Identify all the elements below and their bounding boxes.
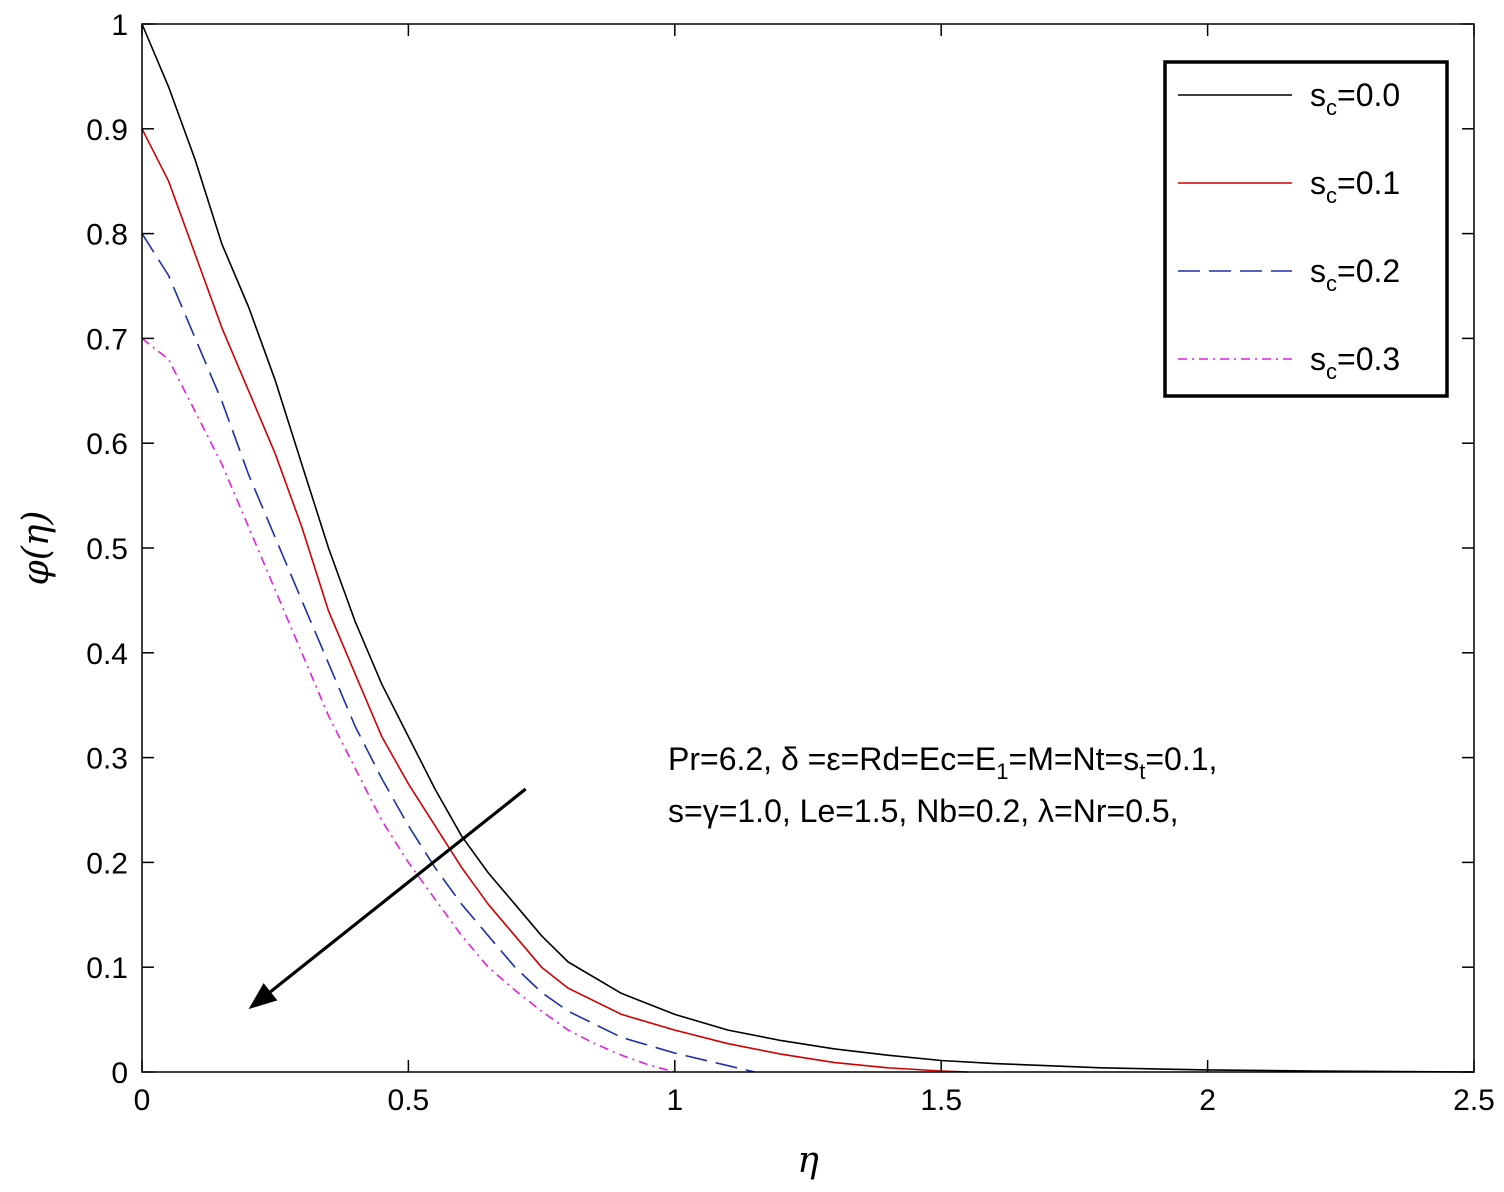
y-tick-label: 0.9 [86,114,128,147]
y-tick-label: 0.5 [86,533,128,566]
legend-label: sc=0.2 [1310,253,1400,296]
y-tick-label: 1 [111,9,128,42]
arrow [248,787,527,1010]
tick-labels-layer: 0 0.5 1 1.5 2 2.5 0 0.1 0.2 0.3 0.4 0.5 0.6 0.7 0.8 0.9… [86,9,1495,1117]
annotation-line: s=γ=1.0, Le=1.5, Nb=0.2, λ=Nr=0.5, [668,793,1179,829]
y-tick-label: 0.3 [86,743,128,776]
legend-label: sc=0.3 [1310,341,1400,384]
plot-frame [141,23,1475,1073]
annotation: Pr=6.2, δ =ε=Rd=Ec=E1=M=Nt=st=0.1, s=γ=1.… [668,741,1217,829]
y-tick-label: 0.7 [86,323,128,356]
series-line-1 [141,23,1475,1073]
legend-box [1163,60,1449,398]
arrow-shaft [269,787,527,993]
legend-label: sc=0.0 [1310,77,1400,120]
x-tick-label: 2.5 [1453,1084,1495,1117]
series-layer [141,23,1475,1073]
y-tick-label: 0.4 [86,638,128,671]
y-tick-label: 0 [111,1057,128,1090]
y-axis-label: φ(η) [16,511,57,586]
legend-label: sc=0.1 [1310,165,1400,208]
x-tick-label: 1 [666,1084,683,1117]
x-axis-label: η [797,1140,819,1181]
y-tick-label: 0.2 [86,847,128,880]
x-tick-label: 0.5 [388,1084,430,1117]
y-tick-label: 0.1 [86,952,128,985]
annotation-line: Pr=6.2, δ =ε=Rd=Ec=E1=M=Nt=st=0.1, [668,741,1217,784]
x-tick-label: 2 [1199,1084,1216,1117]
legend: sc=0.0 sc=0.1 sc=0.2 sc=0.3 [1163,60,1449,398]
series-line-4 [141,337,676,1073]
arrow-head [248,983,278,1010]
series-line-2 [141,128,968,1073]
y-tick-label: 0.6 [86,428,128,461]
series-line-3 [141,233,755,1073]
y-tick-label: 0.8 [86,219,128,252]
x-tick-label: 0 [134,1084,151,1117]
x-tick-label: 1.5 [920,1084,962,1117]
